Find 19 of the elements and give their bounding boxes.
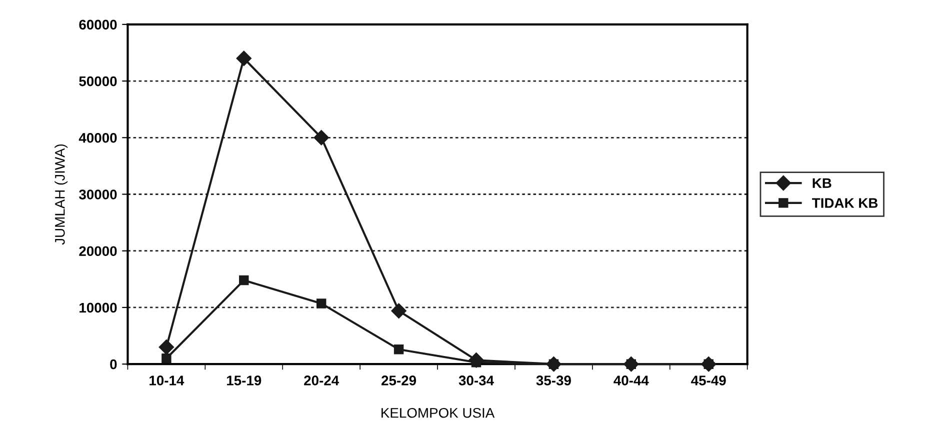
x-tick-label: 40-44 [614,376,649,386]
y-tick-label: 20000 [79,246,117,256]
x-tick-label: 30-34 [458,376,494,386]
legend-label: KB [812,178,832,188]
x-tick-label: 45-49 [691,376,726,386]
x-tick-label: 25-29 [382,376,416,386]
y-tick-label: 60000 [79,20,117,30]
y-tick-label: 30000 [78,190,117,200]
y-tick-label: 50000 [79,76,117,86]
y-axis-title: JUMLAH (JIWA) [54,144,68,245]
x-axis-title: KELOMPOK USIA [382,408,495,418]
y-tick-label: 0 [110,359,117,370]
x-tick-label: 10-14 [150,376,184,386]
x-tick-label: 15-19 [227,376,262,386]
x-tick-label: 35-39 [536,376,571,386]
legend-label: TIDAK KB [812,198,878,208]
x-tick-label: 20-24 [304,376,340,386]
y-tick-label: 40000 [78,132,117,143]
y-tick-label: 10000 [80,302,117,313]
